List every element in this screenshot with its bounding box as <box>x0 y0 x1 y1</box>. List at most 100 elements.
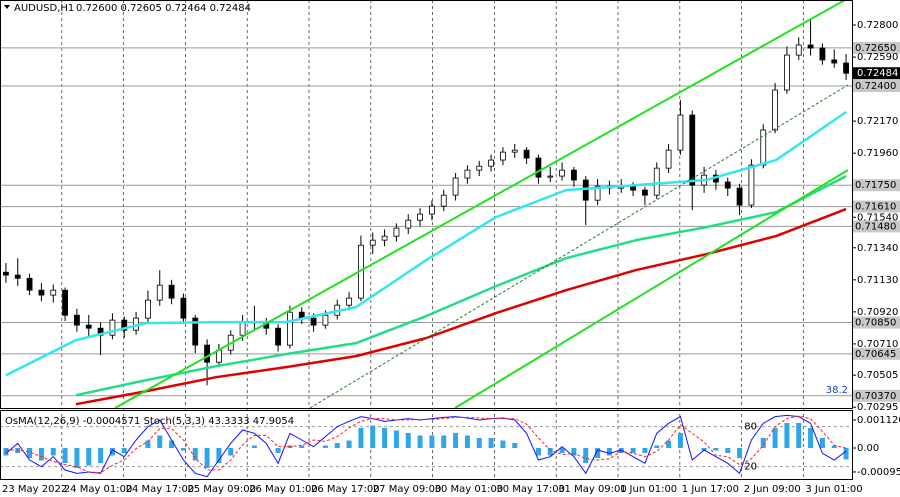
osma-bar <box>488 438 494 448</box>
osma-bar <box>772 428 778 448</box>
osma-bar <box>547 448 553 456</box>
stoch-level-label: 20 <box>744 462 757 473</box>
osma-bar <box>109 448 115 456</box>
moving-average <box>5 110 847 377</box>
osma-bar <box>204 448 210 468</box>
osma-bar <box>299 445 305 448</box>
candle-body <box>476 165 483 171</box>
candle-body <box>287 311 293 346</box>
osma-bar <box>27 448 33 458</box>
y-tick-label: 0.70710 <box>857 339 898 350</box>
x-tick-label: 24 May 17:00 <box>126 484 195 495</box>
osma-bar <box>500 440 506 448</box>
level-label: 0.71610 <box>855 202 896 213</box>
level-label-box <box>853 80 900 93</box>
osma-bar <box>583 448 589 463</box>
osma-bar <box>819 438 825 448</box>
level-label: 0.72650 <box>855 43 896 54</box>
osma-bar <box>476 438 482 448</box>
stochastic-line <box>5 414 847 478</box>
y-tick-label: 0.71540 <box>857 212 898 223</box>
candle-body <box>547 175 554 178</box>
sub-frame <box>0 410 853 480</box>
osma-bar <box>606 448 612 456</box>
candle-body <box>582 179 589 201</box>
candle-body <box>204 344 210 363</box>
candle-body <box>109 319 116 336</box>
osma-bar <box>737 448 743 458</box>
level-label-box <box>853 389 900 402</box>
osma-bar <box>654 445 660 448</box>
osma-bar <box>382 428 388 448</box>
sub-y-tick-label: 0.0011209 <box>857 415 900 426</box>
osma-bar <box>677 433 683 448</box>
x-tick-label: 30 May 17:00 <box>496 484 565 495</box>
osma-bar <box>74 448 80 468</box>
candle-body <box>653 167 660 196</box>
osma-bar <box>38 448 44 461</box>
candle-body <box>14 274 21 279</box>
x-tick-label: 26 May 01:00 <box>249 484 318 495</box>
candle-body <box>831 59 838 64</box>
candle-body <box>523 149 530 159</box>
x-tick-label: 23 May 2022 <box>2 484 67 495</box>
candle-body <box>488 159 494 167</box>
osma-bar <box>808 428 814 448</box>
level-label-box <box>853 220 900 233</box>
osma-bar <box>831 445 837 448</box>
candle-body <box>50 289 57 296</box>
osma-bar <box>334 443 340 448</box>
osma-bar <box>405 433 411 448</box>
osma-bar <box>86 448 92 466</box>
osma-bar <box>370 425 376 448</box>
candle-body <box>630 185 636 191</box>
level-label: 0.70370 <box>855 391 896 402</box>
osma-bar <box>192 448 198 461</box>
level-label: 0.70850 <box>855 318 896 329</box>
moving-averages <box>5 110 847 406</box>
candle-body <box>156 284 163 301</box>
level-label-box <box>853 179 900 192</box>
candle-body <box>689 114 696 186</box>
x-tick-label: 24 May 01:00 <box>64 484 133 495</box>
osma-bar <box>441 435 447 448</box>
osma-bar <box>322 445 328 448</box>
osma-bar <box>216 448 222 463</box>
osma-bar <box>275 448 281 453</box>
candle-body <box>819 47 826 61</box>
x-tick-label: 26 May 17:00 <box>311 484 380 495</box>
candle-body <box>180 297 187 319</box>
y-tick-label: 0.70295 <box>857 402 898 413</box>
y-tick-label: 0.70505 <box>857 370 898 381</box>
x-tick-label: 27 May 09:00 <box>373 484 442 495</box>
osma-bar <box>346 440 352 448</box>
y-tick-label: 0.70920 <box>857 307 898 318</box>
osma-bar <box>642 448 648 453</box>
osma-bar <box>725 448 731 453</box>
main-frame <box>0 0 853 409</box>
annotation: 38.2 <box>826 385 848 396</box>
osma-bar <box>595 448 601 458</box>
sub-y-tick-label: -0.000957 <box>857 467 900 478</box>
osma-bar <box>666 440 672 448</box>
grid <box>61 0 804 480</box>
osma-bar <box>157 435 163 448</box>
axes <box>0 0 856 480</box>
level-label-box <box>853 41 900 54</box>
ohlc-header: 0.72600 0.72605 0.72464 0.72484 <box>76 3 251 14</box>
x-tick-label: 1 Jun 01:00 <box>620 484 677 495</box>
osma-bar <box>713 448 719 451</box>
candle-body <box>642 189 648 196</box>
osma-bar <box>796 423 802 448</box>
osma-bar <box>701 448 707 451</box>
candle-body <box>85 324 92 329</box>
level-label-box <box>853 347 900 360</box>
osma-bar <box>62 448 68 463</box>
candle-body <box>322 314 329 326</box>
osma-bar <box>358 428 364 448</box>
oscillator-panel <box>0 414 852 478</box>
osma-bar <box>512 443 518 448</box>
osma-bar <box>3 448 9 456</box>
